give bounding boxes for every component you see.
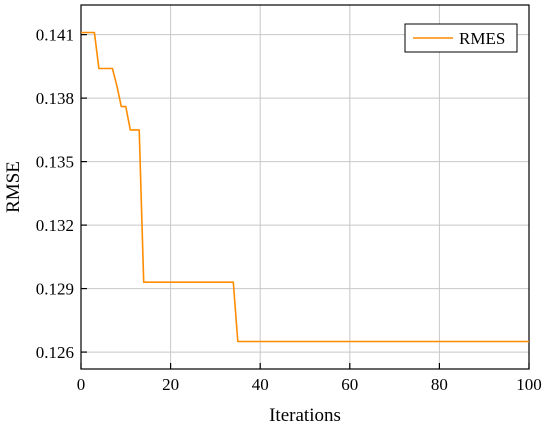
x-tick-label: 20 [162,375,179,394]
x-axis-label: Iterations [269,405,341,426]
y-axis-ticks: 0.126 0.129 0.132 0.135 0.138 0.141 [36,26,87,362]
x-axis-ticks: 0 20 40 60 80 100 [77,363,542,394]
x-tick-label: 0 [77,375,86,394]
grid [80,5,530,369]
x-tick-label: 60 [341,375,358,394]
legend-label: RMES [459,29,505,48]
y-tick-label: 0.138 [36,89,74,108]
plot-frame [80,4,530,370]
y-tick-label: 0.141 [36,26,74,45]
x-tick-label: 100 [516,375,542,394]
y-tick-label: 0.132 [36,216,74,235]
series-line-rmes [81,31,529,343]
x-tick-label: 40 [252,375,269,394]
y-tick-label: 0.135 [36,153,74,172]
y-tick-label: 0.126 [36,343,74,362]
legend: RMES [404,23,518,53]
y-tick-label: 0.129 [36,280,74,299]
x-tick-label: 80 [431,375,448,394]
y-axis-label: RMSE [3,161,24,213]
